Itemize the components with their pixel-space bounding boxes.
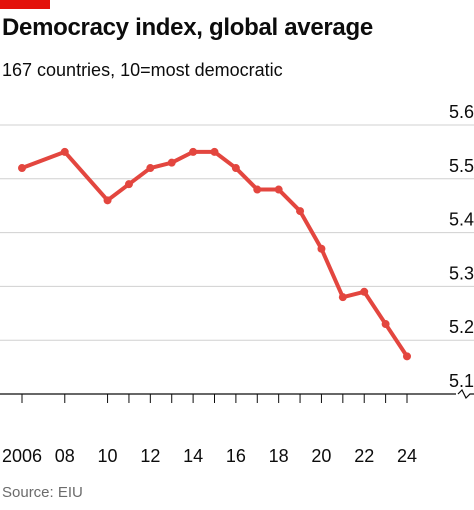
axis-break-marker: [457, 388, 474, 400]
data-point: [124, 180, 133, 189]
data-point: [146, 164, 155, 173]
series-line: [18, 147, 411, 361]
x-tick-label: 20: [311, 446, 331, 466]
x-tick-label: 08: [55, 446, 75, 466]
data-point: [296, 207, 305, 216]
y-tick-label: 5.1: [449, 371, 474, 391]
data-point: [189, 147, 198, 156]
y-tick-label: 5.5: [449, 156, 474, 176]
data-point: [360, 287, 369, 296]
data-point: [253, 185, 262, 194]
x-tick-label: 16: [226, 446, 246, 466]
source-note: Source: EIU: [2, 484, 83, 501]
y-tick-label: 5.3: [449, 263, 474, 283]
x-tick-label: 12: [140, 446, 160, 466]
data-point: [317, 244, 326, 253]
x-tick-label: 22: [354, 446, 374, 466]
data-point: [403, 352, 411, 361]
data-point: [274, 185, 283, 194]
x-tick-label: 18: [269, 446, 289, 466]
chart-subtitle: 167 countries, 10=most democratic: [2, 60, 283, 80]
data-point: [18, 164, 26, 173]
x-tick-label: 10: [98, 446, 118, 466]
data-point: [338, 293, 347, 302]
y-tick-label: 5.6: [449, 102, 474, 122]
series-line-path: [20, 149, 409, 359]
data-point: [231, 164, 240, 173]
data-point: [167, 158, 176, 167]
y-tick-label: 5.2: [449, 317, 474, 337]
data-point: [381, 320, 390, 329]
data-point: [103, 196, 112, 205]
y-tick-label: 5.4: [449, 210, 474, 230]
x-tick-label: 2006: [2, 446, 42, 466]
brand-tag: [0, 0, 50, 9]
x-tick-labels: 2006 08 10 12 14 16 18 20 22 24: [2, 446, 417, 466]
data-point: [210, 147, 219, 156]
x-axis: [0, 388, 474, 403]
y-tick-labels: 5.1 5.2 5.3 5.4 5.5 5.6: [449, 102, 474, 391]
data-point: [60, 147, 69, 156]
chart-title: Democracy index, global average: [2, 14, 373, 41]
x-tick-label: 14: [183, 446, 203, 466]
x-tick-label: 24: [397, 446, 417, 466]
